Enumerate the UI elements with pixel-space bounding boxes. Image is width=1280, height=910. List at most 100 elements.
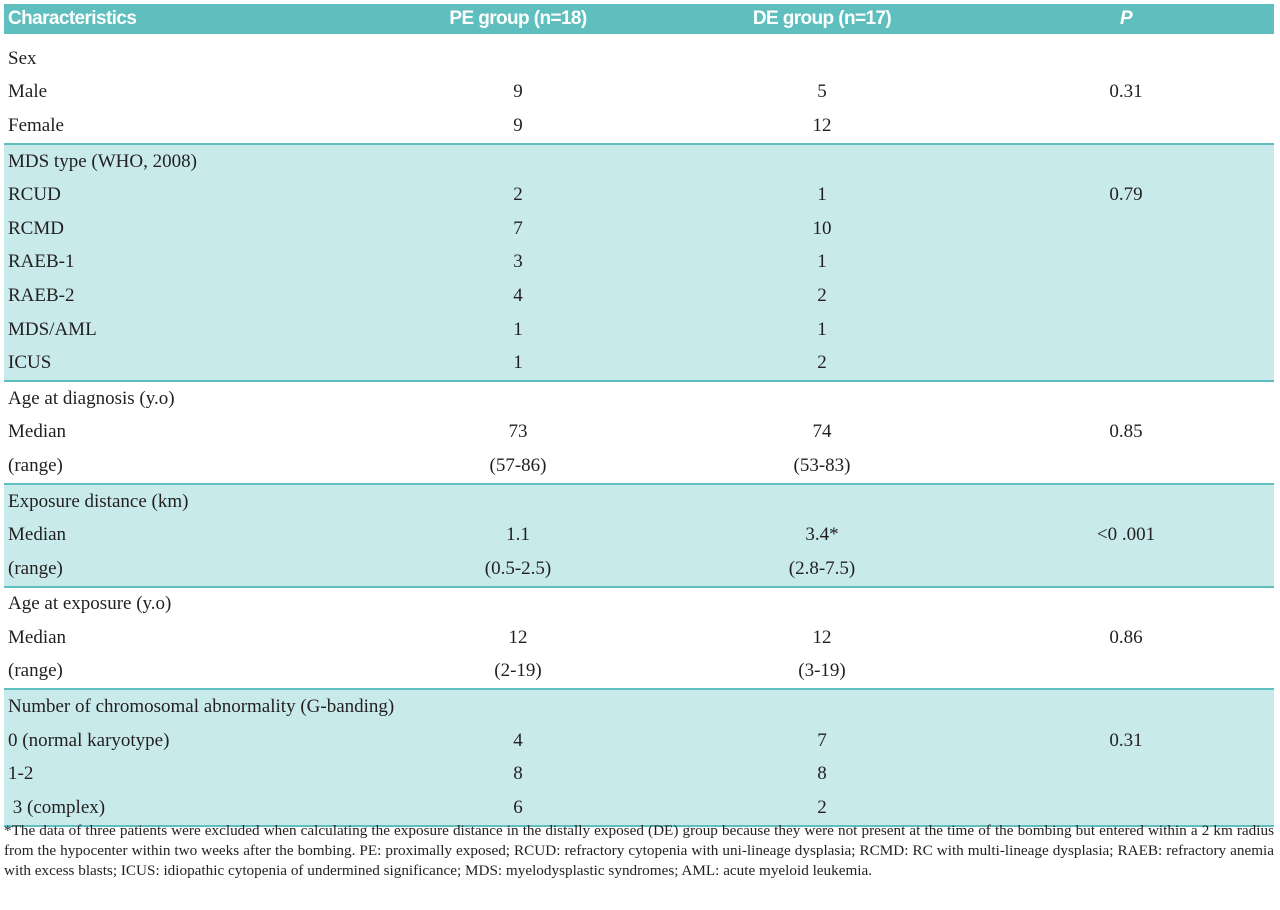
- row-label: Median: [8, 421, 67, 443]
- cell: 0.85: [1109, 421, 1143, 443]
- row-group: MDS type (WHO, 2008) RCUD 2 1 0.79 RCMD 7 10 RAE…: [4, 142, 1274, 381]
- cell: [978, 791, 1274, 827]
- cell: 10: [666, 211, 978, 246]
- cell: 7: [666, 723, 978, 758]
- header-cell: P: [978, 4, 1274, 34]
- cell: [978, 211, 1274, 246]
- cell: 12: [508, 626, 528, 648]
- row-label: RCUD: [4, 178, 370, 212]
- table-row: Median 1.1 3.4* <0 .001: [4, 518, 1274, 552]
- row-label: Male: [8, 81, 48, 103]
- row-label: Median: [4, 518, 370, 552]
- cell: 74: [812, 421, 832, 443]
- cell: 1: [370, 346, 666, 381]
- cell: 4: [370, 723, 666, 758]
- row-label: Sex: [8, 47, 37, 69]
- header-cell: PE group (n=18): [370, 4, 666, 34]
- cell: [666, 379, 978, 416]
- cell: [978, 245, 1274, 280]
- cell: [978, 449, 1274, 484]
- cell: 1: [666, 312, 978, 347]
- cell: 8: [370, 757, 666, 792]
- row-label: RCMD: [4, 211, 370, 246]
- cell: [978, 109, 1274, 144]
- table-row: Age at diagnosis (y.o): [4, 379, 1274, 416]
- table-row: RCUD 2 1 0.79: [4, 178, 1274, 212]
- cell: [978, 279, 1274, 313]
- cell: (3-19): [798, 660, 846, 682]
- cell: [666, 34, 978, 76]
- row-label: RAEB-1: [4, 245, 370, 280]
- table-row: RAEB-2 4 2: [4, 279, 1274, 313]
- cell: [978, 142, 1274, 179]
- cell: [978, 551, 1274, 587]
- cell: 9: [513, 81, 523, 103]
- table-header: Characteristics PE group (n=18) DE group…: [4, 4, 1274, 34]
- table-row: ICUS 1 2: [4, 346, 1274, 381]
- cell: 1.1: [370, 518, 666, 552]
- cell: [978, 655, 1274, 690]
- cell: 0.31: [978, 723, 1274, 758]
- table-row: 0 (normal karyotype) 4 7 0.31: [4, 723, 1274, 758]
- table-row: Male 9 5 0.31: [4, 76, 1274, 110]
- cell: 0.86: [1109, 626, 1143, 648]
- cell: [370, 379, 666, 416]
- row-label: MDS type (WHO, 2008): [4, 142, 370, 179]
- table-row: Median 12 12 0.86: [4, 621, 1274, 655]
- row-label: (range): [8, 454, 63, 476]
- cell: 8: [666, 757, 978, 792]
- cell: 3: [370, 245, 666, 280]
- header-cell: Characteristics: [4, 4, 370, 34]
- cell: [978, 585, 1274, 622]
- table-row: MDS type (WHO, 2008): [4, 142, 1274, 179]
- cell: (2-19): [494, 660, 542, 682]
- cell: <0 .001: [978, 518, 1274, 552]
- row-label: (range): [8, 660, 63, 682]
- cell: 12: [812, 626, 832, 648]
- row-label: Female: [8, 114, 64, 136]
- cell: [370, 482, 666, 519]
- table-row: RCMD 7 10: [4, 211, 1274, 246]
- table-row: MDS/AML 1 1: [4, 312, 1274, 347]
- table-row: (range) (0.5-2.5) (2.8-7.5): [4, 551, 1274, 587]
- cell: 4: [370, 279, 666, 313]
- cell: 5: [817, 81, 827, 103]
- cell: 9: [513, 114, 523, 136]
- table-row: Number of chromosomal abnormality (G-ban…: [4, 688, 1274, 724]
- cell: [978, 312, 1274, 347]
- cell: 1: [370, 312, 666, 347]
- characteristics-table: Characteristics PE group (n=18) DE group…: [4, 4, 1274, 827]
- header-cell: DE group (n=17): [666, 4, 978, 34]
- cell: [666, 482, 978, 519]
- row-group: Number of chromosomal abnormality (G-ban…: [4, 688, 1274, 827]
- cell: 1: [666, 245, 978, 280]
- row-label: 1-2: [4, 757, 370, 792]
- table-row: (range) (57-86) (53-83): [4, 449, 1274, 484]
- row-label: 0 (normal karyotype): [4, 723, 370, 758]
- cell: 7: [370, 211, 666, 246]
- cell: [666, 142, 978, 179]
- row-label: Number of chromosomal abnormality (G-ban…: [4, 688, 394, 724]
- cell: (53-83): [793, 454, 851, 476]
- row-label: 3 (complex): [4, 791, 370, 827]
- table-row: Sex: [4, 34, 1274, 76]
- footnote: *The data of three patients were exclude…: [4, 822, 1274, 879]
- cell: 12: [812, 114, 832, 136]
- cell: 3.4*: [666, 518, 978, 552]
- cell: 0.31: [1109, 81, 1143, 103]
- table-row: Exposure distance (km): [4, 482, 1274, 519]
- cell: 1: [666, 178, 978, 212]
- cell: [370, 688, 666, 724]
- cell: 2: [370, 178, 666, 212]
- table-row: 3 (complex) 6 2: [4, 791, 1274, 827]
- row-group: Age at diagnosis (y.o) Median 73 74 0.85 (ran…: [4, 379, 1274, 484]
- cell: [666, 585, 978, 622]
- header-row: Characteristics PE group (n=18) DE group…: [4, 4, 1274, 34]
- table-row: 1-2 8 8: [4, 757, 1274, 792]
- row-group: Sex Male 9 5 0.31 Female 9 12: [4, 34, 1274, 144]
- cell: 6: [370, 791, 666, 827]
- table-row: RAEB-1 3 1: [4, 245, 1274, 280]
- cell: [978, 34, 1274, 76]
- cell: [978, 346, 1274, 381]
